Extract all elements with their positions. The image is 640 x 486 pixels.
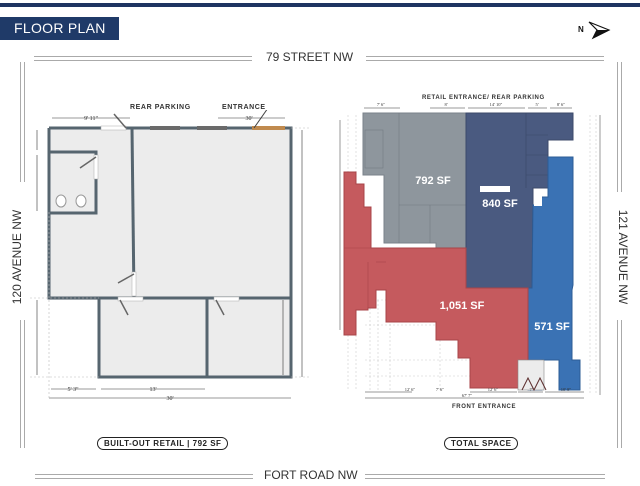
street-top: 79 STREET NW	[266, 50, 354, 64]
street-line-right-top	[617, 62, 622, 192]
north-arrow-icon	[588, 21, 611, 40]
svg-text:1,051 SF: 1,051 SF	[440, 300, 485, 312]
svg-text:8': 8'	[444, 102, 447, 107]
street-line-left-bottom	[20, 320, 25, 448]
svg-text:5': 5'	[535, 102, 538, 107]
unit-1051sf	[343, 171, 529, 389]
entrance-door	[252, 126, 285, 130]
street-line-bottom-left	[35, 474, 253, 479]
svg-text:14' 10": 14' 10"	[490, 102, 503, 107]
north-label: N	[578, 25, 584, 34]
svg-text:67' 7": 67' 7"	[462, 393, 473, 398]
svg-text:792 SF: 792 SF	[415, 175, 451, 187]
svg-text:5' 3": 5' 3"	[67, 387, 79, 393]
total-space-floorplan: 792 SF 840 SF 1,051 SF 571 SF 7' 6" 8' 1…	[339, 102, 601, 399]
svg-text:7' 6": 7' 6"	[436, 387, 444, 392]
built-out-retail-label: BUILT-OUT RETAIL | 792 SF	[97, 437, 229, 450]
unit-571sf	[527, 156, 581, 391]
street-bottom: FORT ROAD NW	[264, 468, 358, 482]
svg-text:13': 13'	[149, 387, 156, 393]
rear-parking-caption: REAR PARKING	[130, 104, 191, 111]
svg-text:30': 30'	[245, 116, 252, 122]
svg-text:9' 11": 9' 11"	[84, 116, 98, 122]
svg-text:7' 6": 7' 6"	[377, 102, 385, 107]
entrance-caption: ENTRANCE	[222, 104, 266, 111]
street-line-top-right	[366, 56, 604, 61]
svg-text:571 SF: 571 SF	[534, 321, 570, 333]
street-line-bottom-right	[365, 474, 605, 479]
street-line-left-top	[20, 62, 25, 182]
street-left: 120 AVENUE NW	[10, 209, 24, 305]
svg-text:8' 6": 8' 6"	[557, 102, 565, 107]
page-title: FLOOR PLAN	[0, 17, 119, 40]
street-right: 121 AVENUE NW	[616, 209, 630, 305]
front-entrance-caption: FRONT ENTRANCE	[452, 404, 517, 410]
north-arrow: N	[578, 19, 614, 43]
total-space-label: TOTAL SPACE	[444, 437, 519, 450]
svg-text:7': 7'	[529, 387, 532, 392]
built-out-retail-floorplan: 9' 11" 30' 5' 3" 13' 30'	[30, 110, 310, 402]
retail-entrance-caption: RETAIL ENTRANCE/ REAR PARKING	[422, 95, 545, 101]
top-accent-bar	[0, 3, 640, 7]
front-entrance-vestibule	[517, 359, 545, 391]
svg-text:10' 8": 10' 8"	[561, 387, 572, 392]
svg-text:12' 6": 12' 6"	[405, 387, 416, 392]
svg-text:840 SF: 840 SF	[482, 198, 518, 210]
svg-text:12' 6": 12' 6"	[488, 387, 499, 392]
street-line-top-left	[34, 56, 252, 61]
street-line-right-bottom	[617, 320, 622, 448]
svg-text:30': 30'	[166, 396, 173, 402]
